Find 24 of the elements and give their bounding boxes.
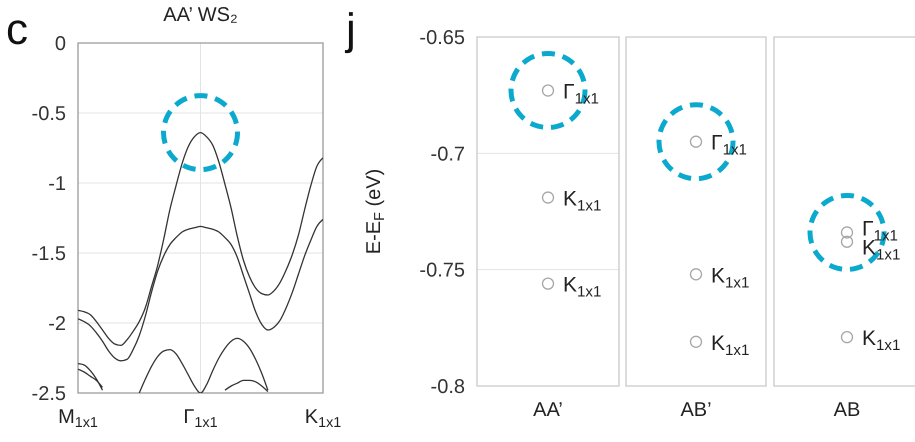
- y-tick-label: -1.5: [32, 243, 66, 265]
- text: j: [346, 5, 356, 54]
- chart-title: AA’ WS₂: [162, 4, 239, 27]
- y-tick-label: -0.8: [430, 376, 465, 398]
- x-tick-label: K$_{1x1}$: [304, 406, 342, 432]
- y-tick-label: -1: [48, 173, 66, 195]
- annotation: K$_{1x1}$: [563, 188, 602, 214]
- x-tick-label: AA’: [533, 399, 563, 421]
- annotation: K$_{1x1}$: [711, 264, 750, 291]
- y-tick-label: 0: [54, 33, 66, 55]
- y-tick-label: -0.7: [430, 143, 465, 166]
- y-tick-label: -0.65: [419, 27, 465, 49]
- y-tick-label: -2: [48, 313, 66, 335]
- y-tick-label: -0.75: [419, 260, 465, 282]
- annotation: K$_{1x1}$: [711, 332, 750, 358]
- x-tick-label: AB: [834, 399, 860, 421]
- annotation: K$_{1x1}$: [862, 327, 900, 354]
- text: c: [6, 5, 28, 54]
- annotation: K$_{1x1}$: [563, 274, 602, 300]
- x-tick-label: M$_{1x1}$: [58, 406, 98, 432]
- x-tick-label: Γ$_{1x1}$: [183, 406, 218, 432]
- y-tick-label: -0.5: [32, 103, 66, 125]
- x-tick-label: AB’: [680, 399, 712, 421]
- y-tick-label: -2.5: [32, 383, 66, 405]
